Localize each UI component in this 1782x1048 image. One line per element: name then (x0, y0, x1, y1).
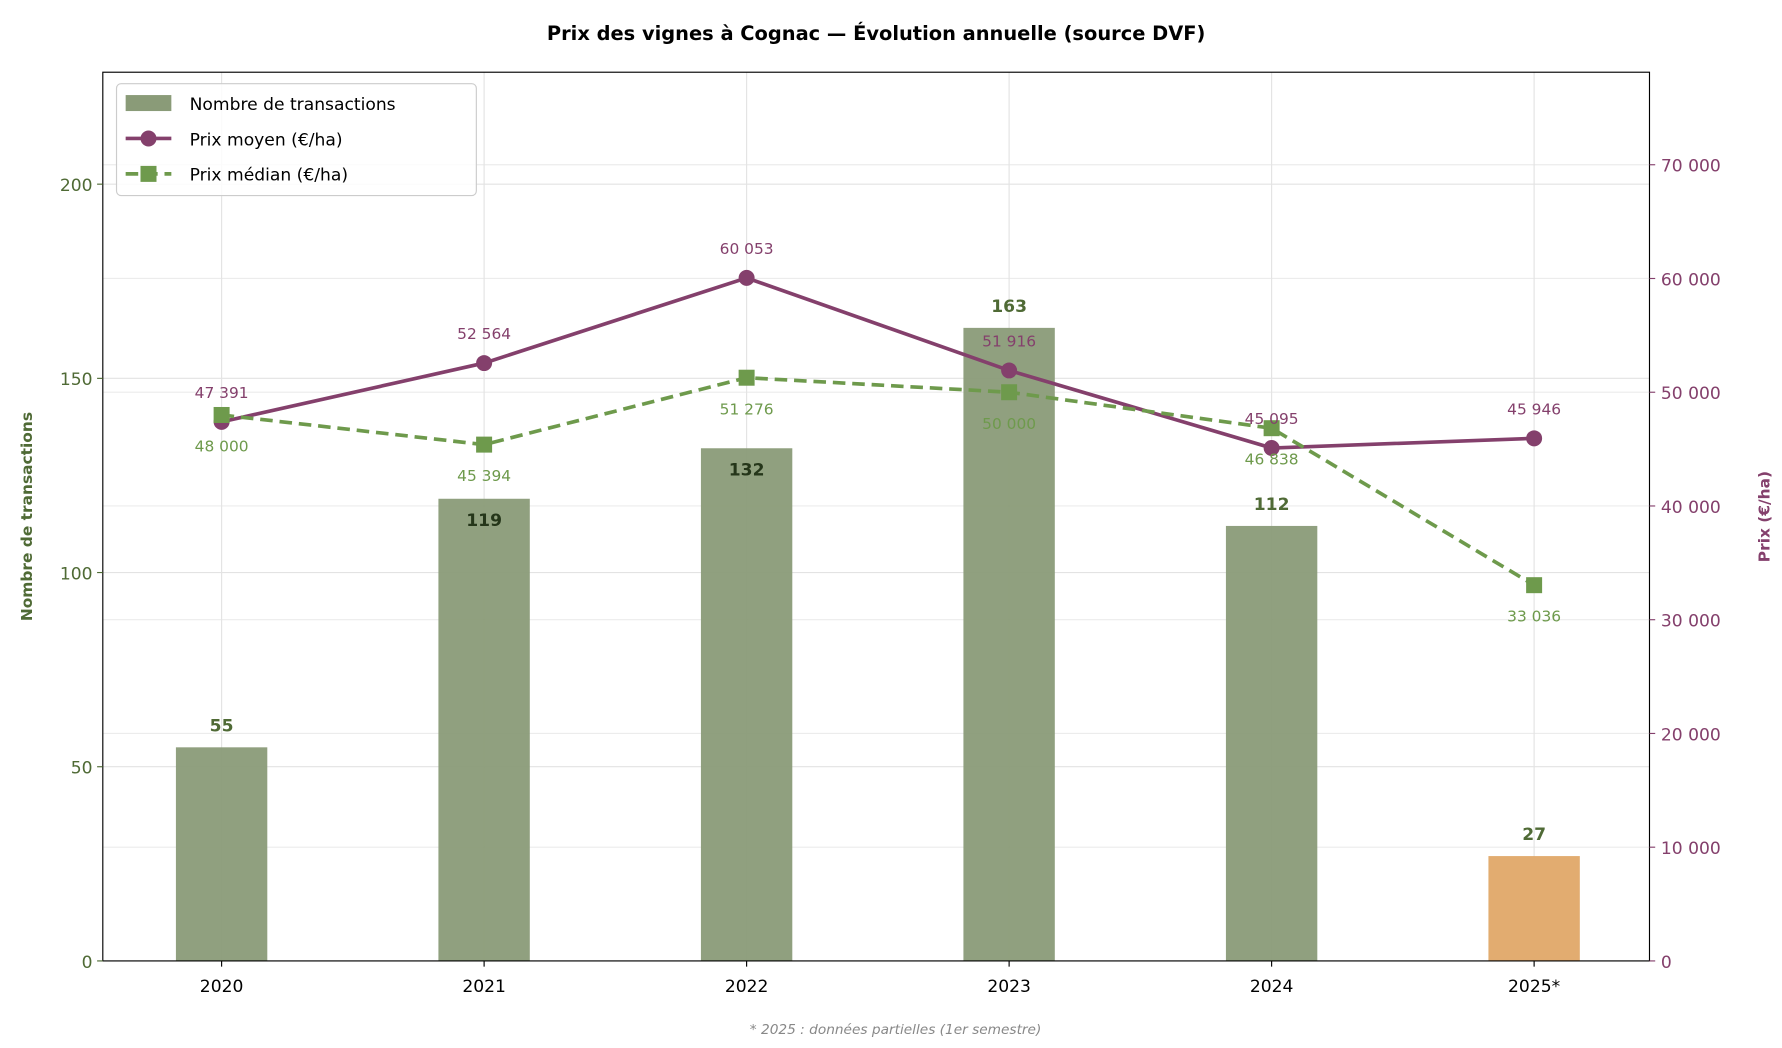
label-prix-moyen: 45 946 (1507, 400, 1561, 418)
bar-transactions (700, 448, 793, 961)
y-tick-label-left: 150 (60, 370, 93, 390)
bars (175, 327, 1580, 961)
label-prix-median: 50 000 (982, 415, 1036, 433)
bar-label: 27 (1522, 825, 1546, 845)
y-tick-label-right: 0 (1661, 953, 1672, 973)
label-prix-median: 33 036 (1507, 608, 1561, 626)
bar-transactions (963, 327, 1055, 961)
label-prix-median: 46 838 (1245, 451, 1299, 469)
legend-swatch-transactions (125, 95, 172, 112)
bar-label: 112 (1254, 495, 1290, 515)
marker-prix-moyen (1526, 430, 1543, 447)
y-tick-label-right: 40 000 (1661, 498, 1721, 518)
x-tick-label: 2023 (987, 977, 1031, 997)
plot-frame (102, 71, 1651, 962)
line-prix-moyen (221, 275, 1535, 450)
y-tick-label-left: 50 (71, 759, 93, 779)
x-tick-label: 2022 (725, 977, 769, 997)
bar-label: 119 (466, 511, 502, 531)
bar-transactions (1225, 525, 1318, 961)
x-tick-label: 2020 (200, 977, 244, 997)
y-tick-label-right: 70 000 (1661, 157, 1721, 177)
label-prix-moyen: 52 564 (457, 325, 511, 343)
legend: Nombre de transactions Prix moyen (€/ha) P… (115, 83, 477, 197)
marker-prix-median (738, 369, 755, 386)
y-tick-label-right: 50 000 (1661, 384, 1721, 404)
legend-marker-median (140, 165, 157, 182)
label-prix-moyen: 45 095 (1245, 410, 1299, 428)
y-tick-label-right: 60 000 (1661, 270, 1721, 290)
y-tick-label-left: 100 (60, 564, 93, 584)
y-tick-label-left: 200 (60, 176, 93, 196)
line-prix-median (221, 375, 1536, 587)
y-tick-label-left: 0 (82, 953, 93, 973)
legend-box (115, 83, 477, 197)
lines (213, 269, 1543, 594)
x-tick-label: 2025* (1508, 977, 1561, 997)
label-prix-moyen: 47 391 (195, 384, 249, 402)
y-axis-right-label: Prix (€/ha) (1755, 471, 1773, 562)
marker-prix-median (476, 436, 493, 453)
bar-label: 163 (991, 297, 1027, 317)
y-axis-left-label: Nombre de transactions (18, 412, 36, 621)
data-labels: 47 391 52 564 60 053 51 916 45 095 45 946 48 0… (195, 240, 1561, 845)
legend-label: Prix médian (€/ha) (190, 166, 348, 186)
x-tick-label: 2024 (1250, 977, 1294, 997)
label-prix-moyen: 60 053 (720, 240, 774, 258)
marker-prix-moyen (738, 269, 755, 286)
bar-transactions (438, 498, 530, 961)
chart-title: Prix des vignes à Cognac — Évolution ann… (547, 22, 1206, 45)
y-tick-label-right: 30 000 (1661, 612, 1721, 632)
y-tick-label-right: 20 000 (1661, 725, 1721, 745)
legend-marker-moyen (140, 130, 157, 147)
bar-label: 132 (729, 461, 765, 481)
marker-prix-moyen (476, 355, 493, 372)
footnote: * 2025 : données partielles (1er semestr… (750, 1022, 1042, 1038)
bar-label: 55 (210, 716, 234, 736)
label-prix-moyen: 51 916 (982, 332, 1036, 350)
label-prix-median: 45 394 (457, 467, 511, 485)
marker-prix-moyen (1263, 440, 1280, 457)
marker-prix-median (1526, 577, 1543, 594)
bar-transactions (1488, 856, 1580, 961)
marker-prix-moyen (1001, 362, 1018, 379)
bar-transactions (175, 747, 268, 961)
marker-prix-median (213, 406, 230, 423)
label-prix-median: 51 276 (720, 400, 774, 418)
x-tick-label: 2021 (462, 977, 506, 997)
axes: 0 50 100 150 200 0 10 000 20 000 30 000 40 000 50 … (60, 157, 1721, 997)
legend-label: Prix moyen (€/ha) (190, 130, 343, 150)
marker-prix-median (1263, 420, 1280, 437)
label-prix-median: 48 000 (195, 438, 249, 456)
legend-label: Nombre de transactions (190, 95, 396, 115)
y-tick-label-right: 10 000 (1661, 839, 1721, 859)
marker-prix-median (1001, 384, 1018, 401)
